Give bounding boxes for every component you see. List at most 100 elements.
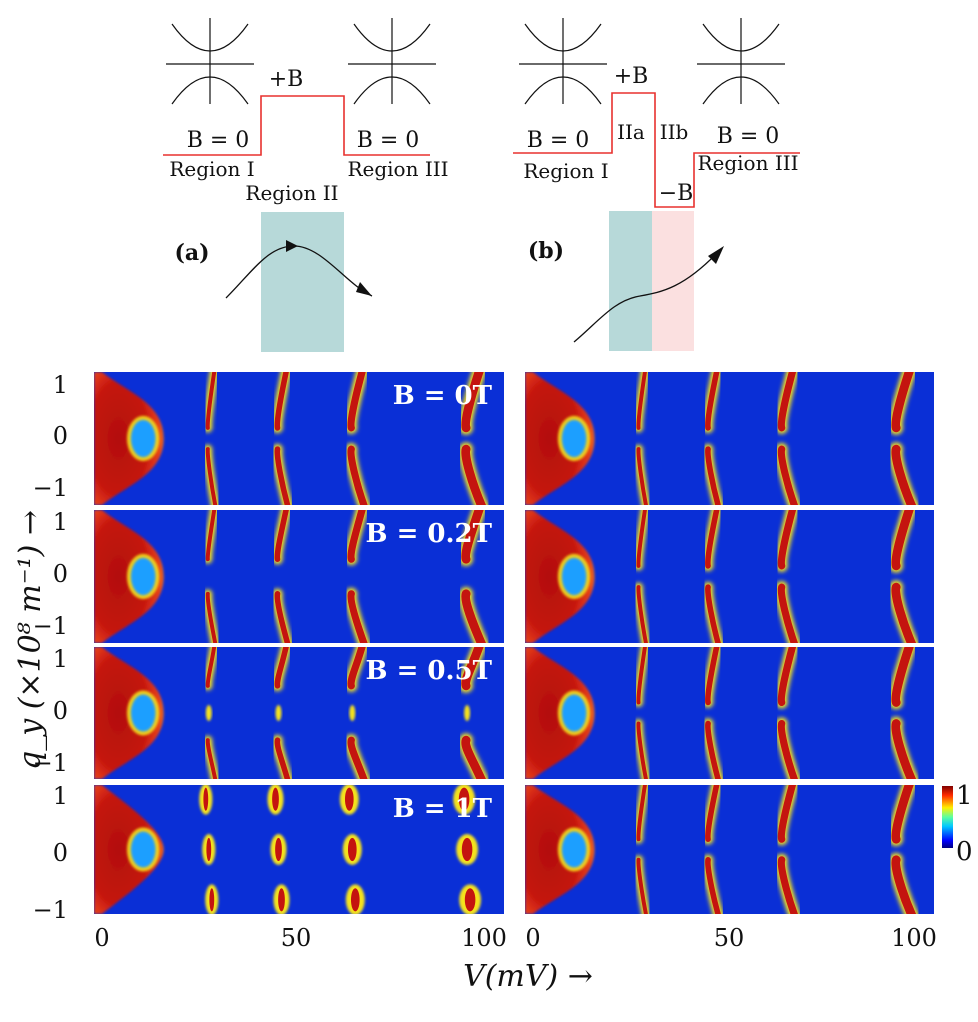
resonance-ridge-upper-core — [777, 372, 797, 432]
region-1-name-label: Region I — [523, 159, 608, 183]
trajectory-arrowhead — [708, 246, 724, 264]
resonance-ridge-upper-core — [461, 647, 484, 691]
resonance-ridge-lower-core — [891, 719, 917, 779]
resonance-ridge-lower-core — [636, 585, 648, 643]
y-tick-label: 1 — [53, 508, 68, 536]
heatmap-content — [525, 647, 934, 779]
resonance-dot — [464, 705, 471, 721]
resonance-ridge-lower-core — [347, 736, 368, 779]
resonance-ridge-lower-core — [461, 589, 487, 643]
x-tick-label: 0 — [94, 924, 109, 952]
resonance-dot — [275, 705, 282, 721]
resonance-ridge-upper-core — [205, 647, 217, 688]
region-1-field-label: B = 0 — [527, 128, 590, 153]
schematic-a: B = 0 Region I +B Region II B = 0 Region… — [163, 18, 449, 352]
resonance-dot — [349, 705, 356, 721]
resonance-ridge-upper-core — [777, 647, 797, 707]
band-icon — [166, 18, 254, 105]
heatmap-panel: B = 0T — [94, 372, 504, 505]
schematic-b: B = 0 Region I +B IIa −B IIb B = 0 Regio… — [513, 18, 800, 351]
field-strength-label: B = 0T — [393, 381, 493, 411]
resonance-ridge-lower-core — [274, 737, 291, 779]
resonance-ridge-upper-core — [461, 372, 484, 433]
resonance-ridge-lower-core — [636, 721, 648, 779]
resonance-island-core — [461, 837, 473, 862]
y-tick-label: 1 — [53, 782, 68, 810]
region-1-name-label: Region I — [169, 157, 254, 181]
x-tick-label: 100 — [891, 924, 937, 952]
lobe-cavity — [561, 694, 587, 732]
resonance-ridge-lower-core — [777, 856, 799, 914]
resonance-island-core — [344, 787, 354, 811]
heatmap-panel — [525, 647, 934, 779]
y-tick-label: 0 — [53, 560, 68, 588]
resonance-ridge-lower-core — [461, 735, 486, 779]
x-tick-label: 100 — [461, 924, 507, 952]
resonance-ridge-lower-core — [705, 446, 721, 505]
resonance-ridge-upper-core — [347, 510, 366, 563]
resonance-ridge-upper-core — [636, 372, 647, 430]
region-2a-field-label: +B — [614, 64, 649, 89]
resonance-island-core — [278, 888, 285, 912]
resonance-ridge-lower-core — [636, 447, 648, 505]
region-2-name-label: Region II — [245, 181, 338, 205]
field-strength-label: B = 0.5T — [366, 656, 493, 686]
resonance-island-core — [464, 888, 476, 912]
resonance-ridge-upper-core — [891, 785, 914, 844]
resonance-island-core — [209, 888, 215, 912]
heatmap-content — [94, 372, 504, 505]
panel-b-tag: (b) — [528, 238, 564, 264]
resonance-ridge-upper-core — [705, 785, 720, 842]
heatmap-content — [94, 510, 504, 643]
region-3-field-label: B = 0 — [717, 124, 780, 149]
y-tick-label: 0 — [53, 697, 68, 725]
resonance-ridge-upper-core — [777, 510, 797, 570]
electron-trajectory — [573, 249, 721, 343]
resonance-ridge-lower-core — [347, 445, 368, 505]
lobe-cavity — [130, 694, 156, 732]
resonance-ridge-lower-core — [461, 444, 487, 505]
resonance-ridge-upper-core — [274, 647, 289, 689]
field-strength-label: B = 0.2T — [366, 519, 493, 549]
y-tick-label: 0 — [53, 422, 68, 450]
heatmap-content — [94, 647, 504, 779]
resonance-ridge-lower-core — [891, 444, 917, 505]
colorbar-max-label: 1 — [956, 781, 973, 811]
resonance-ridge-upper-core — [205, 372, 217, 430]
region-2a-name-label: IIa — [617, 120, 645, 144]
resonance-ridge-upper-core — [636, 785, 647, 842]
y-axis-label: q_y (×10⁸ m⁻¹) → — [13, 510, 48, 770]
region-2-field-label: +B — [269, 67, 304, 92]
y-tick-label: −1 — [33, 749, 68, 777]
resonance-island-core — [272, 787, 279, 811]
panel-a-tag: (a) — [174, 240, 209, 266]
colorbar-min-label: 0 — [956, 837, 973, 867]
heatmap-panel: B = 0.2T — [94, 510, 504, 643]
region-3-name-label: Region III — [697, 151, 798, 175]
band-icon — [519, 18, 607, 105]
band-icon — [697, 18, 785, 105]
resonance-ridge-upper-core — [705, 372, 720, 431]
region-ii-shade — [261, 212, 344, 352]
region-2b-field-label: −B — [659, 181, 694, 206]
resonance-ridge-lower-core — [777, 445, 799, 505]
region-1-field-label: B = 0 — [187, 128, 250, 153]
resonance-ridge-upper-core — [636, 510, 647, 568]
resonance-ridge-lower-core — [347, 590, 368, 643]
y-tick-label: 0 — [53, 839, 68, 867]
heatmap-content — [525, 785, 934, 914]
resonance-ridge-lower-core — [636, 857, 648, 914]
y-tick-label: −1 — [33, 896, 68, 924]
y-tick-label: −1 — [33, 612, 68, 640]
x-axis-label: V(mV) → — [463, 959, 593, 994]
resonance-island-core — [347, 837, 357, 862]
trajectory-midarrow — [286, 240, 298, 252]
step-profile — [513, 92, 800, 208]
resonance-island-core — [203, 787, 209, 811]
resonance-ridge-lower-core — [205, 738, 218, 779]
lobe-cavity — [561, 831, 587, 868]
colorbar — [942, 786, 953, 848]
resonance-island-core — [275, 837, 282, 862]
field-strength-label: B = 1T — [393, 794, 493, 824]
resonance-ridge-upper-core — [347, 647, 366, 690]
